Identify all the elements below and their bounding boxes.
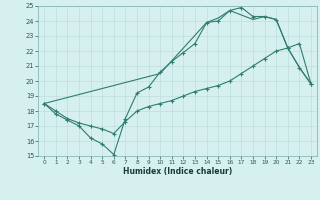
X-axis label: Humidex (Indice chaleur): Humidex (Indice chaleur) [123,167,232,176]
